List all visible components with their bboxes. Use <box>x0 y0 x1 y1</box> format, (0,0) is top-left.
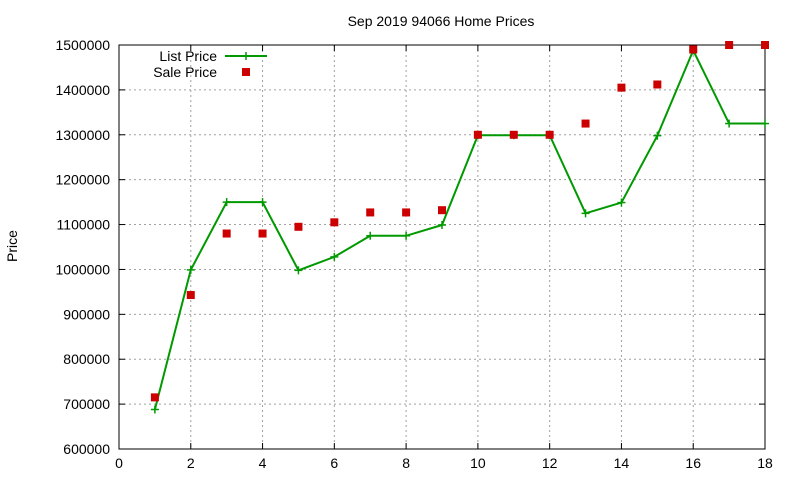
data-point <box>617 83 626 92</box>
x-tick-label: 18 <box>757 455 773 471</box>
x-tick-label: 8 <box>402 455 410 471</box>
data-point <box>545 130 554 139</box>
x-tick-label: 14 <box>614 455 630 471</box>
chart-title: Sep 2019 94066 Home Prices <box>348 13 535 29</box>
x-tick-label: 0 <box>115 455 123 471</box>
data-point <box>402 208 411 217</box>
data-point <box>186 291 195 300</box>
y-tick-label: 600000 <box>63 441 110 457</box>
data-point <box>725 119 734 128</box>
x-tick-label: 10 <box>470 455 486 471</box>
y-tick-label: 1000000 <box>55 261 110 277</box>
data-point <box>258 198 267 207</box>
data-point <box>581 209 590 218</box>
legend-label: Sale Price <box>153 64 217 80</box>
x-tick-label: 6 <box>330 455 338 471</box>
data-point <box>761 41 769 49</box>
data-point <box>653 131 662 140</box>
data-point <box>294 222 303 231</box>
data-point <box>330 252 339 261</box>
data-point <box>186 265 195 274</box>
legend-marker <box>242 52 250 60</box>
data-point <box>617 198 626 207</box>
data-point <box>473 130 482 139</box>
series-line <box>153 47 765 410</box>
data-point <box>509 130 518 139</box>
x-tick-label: 16 <box>685 455 701 471</box>
series-sale-price <box>150 41 769 402</box>
legend-item: Sale Price <box>153 64 250 80</box>
y-tick-label: 800000 <box>63 351 110 367</box>
data-point <box>330 218 339 227</box>
data-point <box>150 405 159 414</box>
legend-label: List Price <box>159 48 217 64</box>
x-tick-label: 4 <box>259 455 267 471</box>
legend-item: List Price <box>159 48 267 64</box>
data-point <box>402 231 411 240</box>
data-point <box>150 393 159 402</box>
data-point <box>725 41 734 49</box>
series-list-price <box>150 46 769 414</box>
y-tick-label: 1300000 <box>55 127 110 143</box>
data-point <box>653 80 662 89</box>
data-point <box>366 231 375 240</box>
data-point <box>761 119 769 128</box>
x-tick-label: 12 <box>542 455 558 471</box>
y-tick-label: 1400000 <box>55 82 110 98</box>
y-tick-label: 1500000 <box>55 37 110 53</box>
data-point <box>438 206 446 215</box>
data-point <box>294 266 303 275</box>
grid <box>119 45 765 449</box>
data-point <box>438 221 446 230</box>
y-tick-label: 700000 <box>63 396 110 412</box>
data-point <box>222 229 231 238</box>
y-tick-label: 900000 <box>63 306 110 322</box>
data-point <box>581 119 590 128</box>
series-layer <box>150 41 769 414</box>
plot-frame <box>118 44 766 450</box>
data-point <box>366 208 375 217</box>
axes: 0 2 4 6 8 10 12 14 16 18 600000 700000 800000 900000 1… <box>55 37 773 471</box>
legend-marker <box>242 68 250 76</box>
y-axis-label: Price <box>4 230 20 262</box>
y-tick-label: 1100000 <box>57 217 111 233</box>
data-point <box>258 229 267 238</box>
x-tick-label: 2 <box>187 455 195 471</box>
y-tick-label: 1200000 <box>55 172 110 188</box>
data-point <box>222 198 231 207</box>
data-point <box>689 45 698 54</box>
